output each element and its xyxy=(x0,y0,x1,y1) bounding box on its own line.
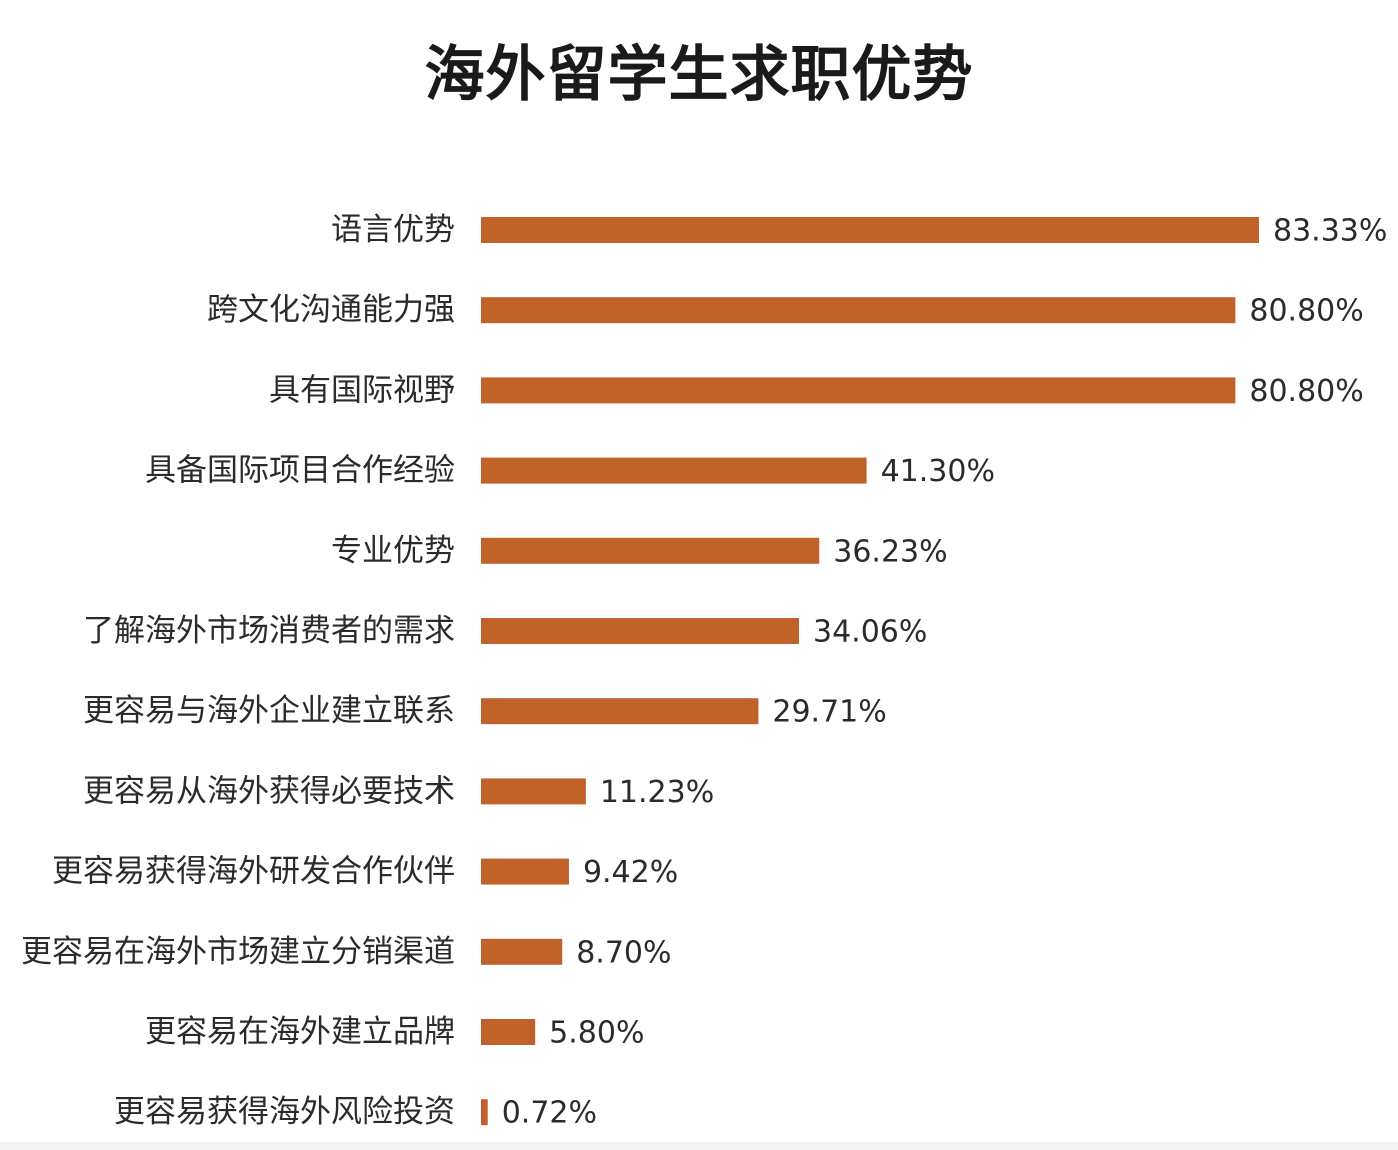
bar xyxy=(481,858,569,885)
category-label: 更容易获得海外风险投资 xyxy=(114,1094,455,1130)
value-label: 34.06% xyxy=(813,615,927,650)
bar xyxy=(481,1019,536,1045)
bar xyxy=(481,297,1236,324)
bar xyxy=(481,377,1236,404)
value-label: 41.30% xyxy=(881,454,995,489)
bottom-divider xyxy=(0,1142,1398,1150)
bar xyxy=(481,618,799,644)
value-label: 80.80% xyxy=(1249,294,1363,329)
bar xyxy=(481,938,563,965)
value-label: 36.23% xyxy=(833,534,947,569)
category-label: 更容易在海外市场建立分销渠道 xyxy=(21,934,455,970)
category-label: 专业优势 xyxy=(331,533,455,569)
value-label: 8.70% xyxy=(576,935,671,970)
category-label: 更容易在海外建立品牌 xyxy=(145,1014,455,1050)
value-label: 5.80% xyxy=(549,1016,644,1051)
bar xyxy=(481,217,1259,243)
category-label: 更容易从海外获得必要技术 xyxy=(83,773,455,809)
value-label: 29.71% xyxy=(772,695,886,730)
category-label: 跨文化沟通能力强 xyxy=(207,292,455,328)
category-label: 具备国际项目合作经验 xyxy=(145,453,455,489)
value-label: 11.23% xyxy=(600,775,714,810)
value-label: 80.80% xyxy=(1249,374,1363,409)
bar xyxy=(481,778,586,805)
bar xyxy=(481,537,820,564)
value-label: 0.72% xyxy=(502,1096,597,1131)
category-label: 具有国际视野 xyxy=(269,372,455,408)
category-label: 更容易与海外企业建立联系 xyxy=(83,693,455,729)
chart-title: 海外留学生求职优势 xyxy=(424,40,974,110)
bar xyxy=(481,1099,488,1126)
bar xyxy=(481,457,867,484)
category-label: 语言优势 xyxy=(331,212,455,248)
bar xyxy=(481,698,759,725)
value-label: 83.33% xyxy=(1273,214,1387,249)
category-label: 更容易获得海外研发合作伙伴 xyxy=(52,854,455,890)
category-label: 了解海外市场消费者的需求 xyxy=(83,613,455,649)
value-label: 9.42% xyxy=(583,855,678,890)
